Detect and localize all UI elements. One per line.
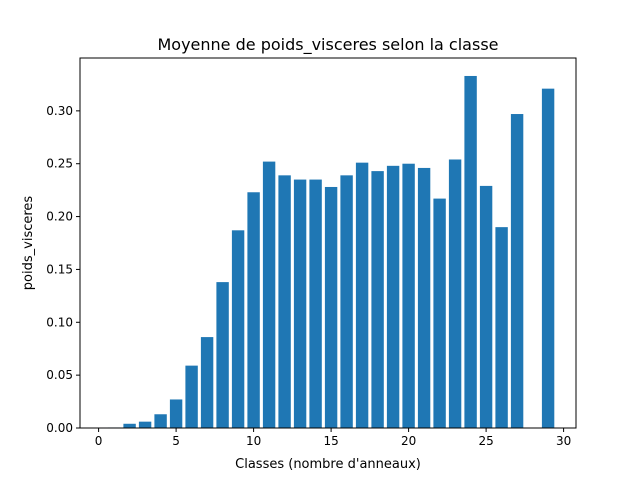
bar-class-5 [169,399,183,428]
bar-class-16 [340,175,353,428]
y-tick-label: 0.30 [46,104,73,118]
bar-class-19 [386,165,400,428]
bar-class-27 [510,114,524,428]
y-tick-label: 0.00 [46,421,73,435]
y-tick-label: 0.10 [46,315,73,329]
x-axis-ticks: 0 5 10 15 20 25 30 [95,428,571,448]
bar-class-4 [154,414,167,428]
y-tick-label: 0.15 [46,262,73,276]
bar-class-26 [495,227,508,428]
bar-class-6 [185,365,198,428]
bar-class-3 [138,421,152,428]
bar-class-14 [309,179,322,428]
x-tick-label: 20 [401,434,416,448]
y-tick-label: 0.25 [46,157,73,171]
bar-class-23 [448,159,462,429]
bar-class-13 [293,179,307,428]
x-tick-label: 10 [246,434,261,448]
chart-title: Moyenne de poids_visceres selon la class… [157,35,498,55]
bar-class-21 [417,167,431,428]
y-tick-label: 0.05 [46,368,73,382]
bar-class-22 [433,198,446,428]
y-tick-label: 0.20 [46,210,73,224]
y-axis-label: poids_visceres [21,196,36,291]
bars-group [107,75,555,429]
bar-class-11 [262,161,276,428]
bar-class-25 [479,185,493,428]
bar-class-17 [355,162,369,428]
x-axis-label: Classes (nombre d'anneaux) [235,457,421,472]
x-tick-label: 30 [556,434,571,448]
x-tick-label: 0 [95,434,103,448]
bar-class-29 [541,88,555,428]
bar-class-9 [231,230,245,428]
x-tick-label: 5 [172,434,180,448]
bar-class-15 [324,186,338,428]
bar-class-20 [402,163,415,428]
x-tick-label: 15 [323,434,338,448]
x-tick-label: 25 [478,434,493,448]
plot-frame [79,57,577,429]
bar-class-24 [464,75,477,428]
bar-class-12 [278,175,291,428]
bar-class-8 [216,282,229,428]
y-axis-ticks: 0.00 0.05 0.10 0.15 0.20 0.25 0.30 [46,104,80,435]
bar-class-2 [123,423,136,428]
bar-class-18 [371,171,384,429]
bar-class-10 [247,192,260,428]
bar-class-7 [200,337,214,428]
